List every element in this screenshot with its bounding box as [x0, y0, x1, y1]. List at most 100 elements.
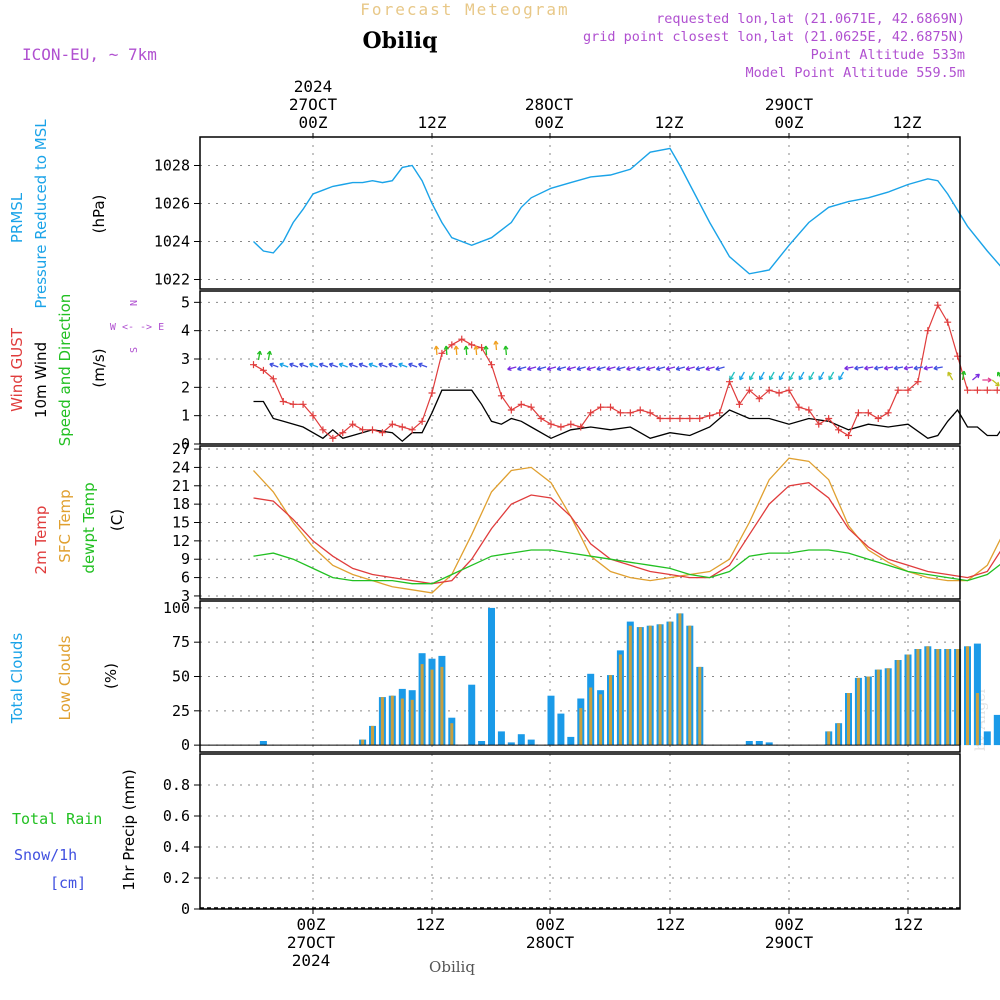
bottom-tick-2: 00Z — [536, 915, 565, 934]
label-low-clouds: Low Clouds — [56, 635, 74, 720]
wind-arrow — [443, 345, 449, 356]
gust-marker — [547, 420, 555, 428]
total-cloud-bar — [517, 734, 525, 746]
y-tick-label: 0.6 — [163, 807, 190, 825]
gust-marker — [825, 415, 833, 422]
low-cloud-bar — [975, 693, 979, 746]
wind-arrow — [398, 362, 408, 368]
wind-arrow — [517, 365, 527, 372]
bottom-time-axis: 00Z 12Z 00Z 12Z 00Z 12Z 27OCT 28OCT 29OC… — [287, 915, 923, 970]
bottom-date-3: 29OCT — [765, 933, 814, 952]
gust-marker — [279, 398, 287, 405]
label-total-clouds: Total Clouds — [8, 633, 26, 725]
gust-marker — [250, 361, 257, 369]
wind-arrow — [358, 362, 368, 368]
y-tick-label: 21 — [172, 477, 190, 495]
wind-arrow — [507, 365, 517, 372]
bottom-year: 2024 — [292, 951, 331, 970]
total-cloud-bar — [983, 731, 991, 746]
wind-arrow — [556, 365, 567, 372]
y-tick-label: 0 — [181, 900, 190, 918]
top-tick-4: 00Z — [775, 113, 804, 132]
gust-marker — [448, 341, 456, 349]
low-cloud-bar — [430, 669, 434, 746]
gust-marker — [914, 378, 922, 386]
wind-arrow — [433, 345, 440, 356]
label-wind10: 10m Wind — [32, 342, 50, 418]
gust-marker — [696, 415, 704, 422]
wind-arrow — [818, 371, 825, 381]
y-tick-label: 24 — [172, 458, 190, 476]
wind-arrow — [503, 345, 509, 356]
total-cloud-bar — [567, 736, 575, 746]
gust-marker — [329, 434, 337, 442]
wind-arrow — [665, 365, 676, 372]
gust-marker — [706, 412, 714, 420]
station-title: Obiliq — [362, 28, 437, 54]
low-cloud-bar — [609, 675, 612, 746]
label-pressure: Pressure Reduced to MSL — [32, 119, 50, 309]
wind-arrow — [685, 365, 695, 372]
gust-marker — [497, 392, 505, 400]
total-cloud-bar — [488, 607, 495, 746]
gust-marker — [815, 420, 823, 428]
wind-arrow — [655, 365, 666, 372]
wind-arrow — [715, 365, 725, 372]
y-tick-label: 2 — [181, 378, 190, 396]
wind-arrow — [626, 365, 636, 372]
y-tick-label: 9 — [181, 550, 190, 568]
gust-marker — [716, 409, 724, 417]
low-cloud-bar — [371, 725, 374, 746]
wind-arrow — [493, 340, 499, 351]
gust-marker — [577, 423, 585, 431]
y-tick-label: 0.2 — [163, 869, 190, 887]
gust-marker — [269, 375, 277, 383]
gust-marker — [587, 409, 595, 417]
gust-marker — [468, 341, 476, 349]
y-tick-label: 12 — [172, 532, 190, 550]
label-sfc: SFC Temp — [56, 489, 74, 562]
gust-marker — [339, 429, 347, 437]
wind-arrow — [675, 365, 686, 372]
gust-marker — [607, 403, 614, 411]
gust-marker — [904, 386, 912, 394]
gust-marker — [676, 415, 684, 422]
panel-frame — [199, 290, 961, 445]
wind-arrow — [749, 371, 755, 381]
compass-we: W <- -> E — [110, 322, 164, 333]
wind-arrow — [576, 365, 586, 372]
gust-marker — [775, 389, 783, 397]
low-cloud-bar — [847, 693, 850, 746]
low-cloud-bar — [966, 646, 969, 746]
wind-arrow — [864, 365, 874, 371]
label-c: (C) — [108, 509, 126, 531]
bottom-tick-1: 12Z — [416, 915, 445, 934]
compass-s: S — [129, 347, 140, 353]
total-cloud-bar — [497, 731, 505, 746]
wind-arrow — [256, 350, 263, 361]
gust-marker — [478, 344, 486, 352]
gust-marker — [934, 301, 942, 309]
label-rain: Total Rain — [12, 810, 102, 828]
compass: N S W <- -> E — [110, 300, 164, 353]
gust-marker — [854, 409, 862, 417]
bottom-tick-4: 00Z — [775, 915, 804, 934]
wind-arrow — [269, 362, 279, 368]
y-tick-label: 15 — [172, 514, 190, 532]
y-tick-label: 18 — [172, 495, 190, 513]
wind-arrow — [338, 362, 348, 368]
gust-marker — [398, 423, 406, 431]
dewpt-line — [253, 549, 1000, 585]
y-tick-label: 4 — [181, 322, 190, 340]
low-cloud-bar — [400, 698, 404, 746]
gust-marker — [805, 406, 813, 414]
wind-arrow — [798, 371, 805, 381]
wind-arrow — [788, 371, 795, 381]
low-cloud-bar — [876, 669, 880, 746]
wind-arrow — [982, 377, 992, 383]
grid-layer — [200, 137, 960, 910]
gust-marker — [845, 432, 852, 439]
gust-marker — [964, 386, 971, 394]
gust-marker — [378, 429, 386, 437]
